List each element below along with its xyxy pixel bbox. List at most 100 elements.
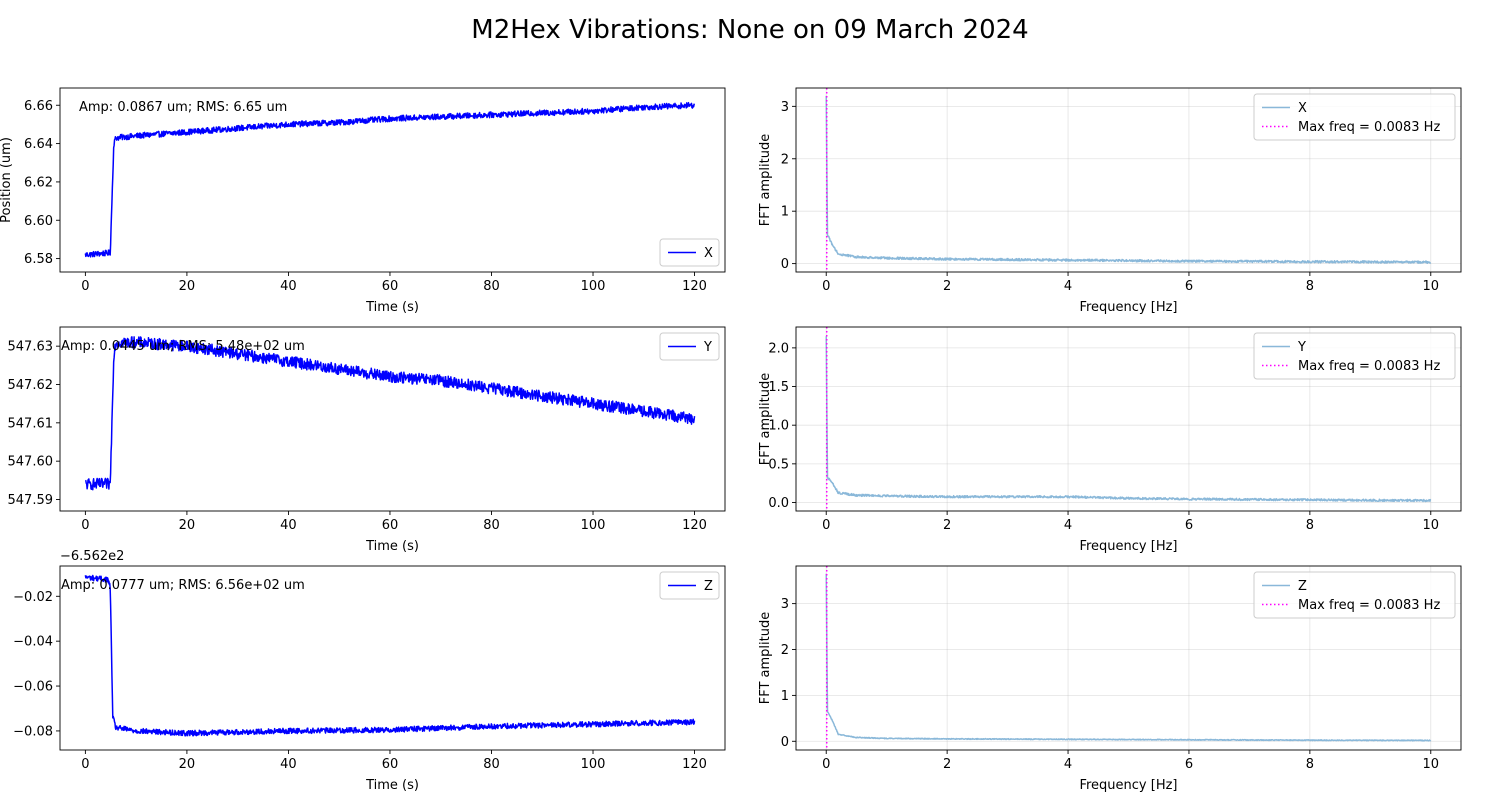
time-z-panel: 0 20 40 60 80 100 120 −0.02 −0.04 −0.06 −0.08 Time …	[13, 549, 726, 793]
x-tick-label: 10	[1422, 279, 1439, 294]
x-axis-label: Time (s)	[365, 539, 419, 554]
axes-frame	[59, 326, 726, 512]
figure-title: M2Hex Vibrations: None on 09 March 2024	[471, 15, 1028, 45]
y-tick-label: 0	[781, 257, 789, 272]
x-tick-label: 6	[1185, 518, 1193, 533]
y-tick-label: −0.02	[13, 590, 53, 605]
legend: Y Max freq = 0.0083 Hz	[1253, 332, 1456, 380]
legend-label: Max freq = 0.0083 Hz	[1298, 359, 1440, 374]
x-tick-label: 0	[822, 518, 830, 533]
y-tick-label: 547.63	[8, 340, 54, 355]
x-tick-label: 0	[822, 757, 830, 772]
y-axis-label: FFT amplitude	[758, 612, 773, 705]
legend-label: Max freq = 0.0083 Hz	[1298, 120, 1440, 135]
x-tick-label: 8	[1306, 518, 1314, 533]
legend: X Max freq = 0.0083 Hz	[1253, 93, 1456, 141]
x-tick-label: 0	[822, 279, 830, 294]
y-tick-label: 1	[781, 205, 789, 220]
amp-rms-annotation: Amp: 0.0777 um; RMS: 6.56e+02 um	[61, 578, 305, 593]
y-tick-label: −0.04	[13, 635, 53, 650]
x-tick-label: 8	[1306, 279, 1314, 294]
x-tick-label: 2	[943, 279, 951, 294]
fft-y-panel: 0 2 4 6 8 10 0.0 0.5 1.0 1.5 2.0 Frequency [Hz] FFT …	[758, 326, 1462, 554]
legend-label: X	[1298, 101, 1307, 116]
x-tick-label: 100	[581, 279, 606, 294]
series-line-y	[825, 336, 1432, 503]
axes-frame	[59, 87, 726, 273]
x-tick-label: 10	[1422, 518, 1439, 533]
legend-label: X	[704, 246, 713, 261]
x-tick-label: 0	[81, 518, 89, 533]
x-axis-label: Frequency [Hz]	[1079, 778, 1177, 793]
legend-box	[1253, 332, 1456, 380]
x-tick-label: 100	[581, 757, 606, 772]
x-tick-label: 20	[179, 518, 196, 533]
legend: Z	[659, 571, 720, 600]
time-y-panel: 0 20 40 60 80 100 120 547.59 547.60 547.61 547.62 5…	[8, 326, 726, 554]
legend-label: Y	[703, 340, 712, 355]
x-tick-label: 80	[483, 757, 500, 772]
y-axis-label: Position (um)	[0, 137, 14, 223]
amp-rms-annotation: Amp: 0.0867 um; RMS: 6.65 um	[79, 100, 287, 115]
y-tick-label: 3	[781, 100, 789, 115]
y-tick-label: −0.08	[13, 724, 53, 739]
x-tick-label: 6	[1185, 279, 1193, 294]
x-tick-label: 40	[280, 757, 297, 772]
y-tick-label: 6.62	[24, 175, 53, 190]
legend-box	[1253, 571, 1456, 619]
y-tick-label: 2.0	[768, 341, 789, 356]
y-tick-label: −0.06	[13, 680, 53, 695]
axes-frame	[795, 565, 1462, 751]
axes-frame	[795, 326, 1462, 512]
x-tick-label: 4	[1064, 279, 1072, 294]
y-tick-label: 547.61	[8, 416, 54, 431]
series-line-y	[85, 336, 696, 491]
x-tick-label: 60	[382, 279, 399, 294]
x-tick-label: 4	[1064, 518, 1072, 533]
y-tick-label: 6.66	[24, 99, 53, 114]
fft-z-panel: 0 2 4 6 8 10 0 1 2 3 Frequency [Hz] FFT amplitude ZM…	[758, 565, 1462, 793]
legend-label: Y	[1297, 340, 1306, 355]
y-tick-label: 6.60	[24, 214, 53, 229]
y-tick-label: 2	[781, 643, 789, 658]
y-tick-label: 6.58	[24, 252, 53, 267]
series-line-x	[825, 95, 1432, 264]
x-tick-label: 120	[682, 757, 707, 772]
series-line-z	[825, 573, 1432, 742]
y-tick-label: 6.64	[24, 137, 53, 152]
legend-label: Z	[704, 579, 713, 594]
y-axis-label: FFT amplitude	[758, 134, 773, 227]
x-tick-label: 0	[81, 757, 89, 772]
y-tick-label: 547.62	[8, 378, 54, 393]
x-axis-label: Time (s)	[365, 778, 419, 793]
legend: Y	[659, 332, 720, 361]
x-tick-label: 80	[483, 279, 500, 294]
series-line-z	[84, 574, 696, 737]
y-tick-label: 0	[781, 735, 789, 750]
x-axis-label: Frequency [Hz]	[1079, 539, 1177, 554]
y-tick-label: 1	[781, 689, 789, 704]
legend-box	[1253, 93, 1456, 141]
x-tick-label: 0	[81, 279, 89, 294]
legend: X	[659, 238, 720, 267]
y-tick-label: 1.5	[768, 380, 789, 395]
x-tick-label: 20	[179, 757, 196, 772]
legend: Z Max freq = 0.0083 Hz	[1253, 571, 1456, 619]
axes-frame	[59, 565, 726, 751]
x-tick-label: 80	[483, 518, 500, 533]
legend-label: Max freq = 0.0083 Hz	[1298, 598, 1440, 613]
x-tick-label: 120	[682, 279, 707, 294]
legend-label: Z	[1298, 579, 1307, 594]
x-axis-label: Frequency [Hz]	[1079, 300, 1177, 315]
time-x-panel: 0 20 40 60 80 100 120 6.58 6.60 6.62 6.64 6.66 Time …	[0, 87, 726, 315]
x-tick-label: 2	[943, 518, 951, 533]
y-tick-label: 3	[781, 597, 789, 612]
y-axis-label: FFT amplitude	[758, 373, 773, 466]
axes-frame	[795, 87, 1462, 273]
x-tick-label: 40	[280, 279, 297, 294]
x-tick-label: 120	[682, 518, 707, 533]
x-tick-label: 8	[1306, 757, 1314, 772]
y-tick-label: 2	[781, 152, 789, 167]
x-axis-label: Time (s)	[365, 300, 419, 315]
